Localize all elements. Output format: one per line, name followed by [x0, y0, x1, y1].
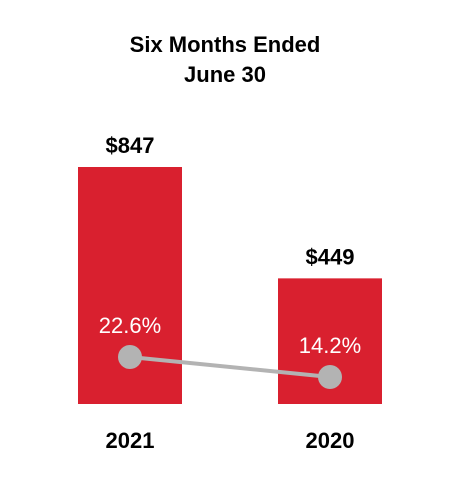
category-label-2020: 2020: [306, 428, 355, 453]
margin-label-2021: 22.6%: [99, 313, 161, 338]
labels-group: $847 2021 $449 2020 22.6% 14.2%: [99, 133, 361, 453]
margin-marker-2021: [118, 345, 142, 369]
chart-title-line-2: June 30: [184, 62, 266, 87]
value-label-2020: $449: [306, 244, 355, 269]
margin-marker-2020: [318, 365, 342, 389]
bars-group: [78, 167, 382, 404]
margin-label-2020: 14.2%: [299, 333, 361, 358]
margin-line-group: [118, 345, 342, 389]
category-label-2021: 2021: [106, 428, 155, 453]
margin-line: [129, 355, 331, 379]
value-label-2021: $847: [106, 133, 155, 158]
chart-title-line-1: Six Months Ended: [130, 32, 321, 57]
